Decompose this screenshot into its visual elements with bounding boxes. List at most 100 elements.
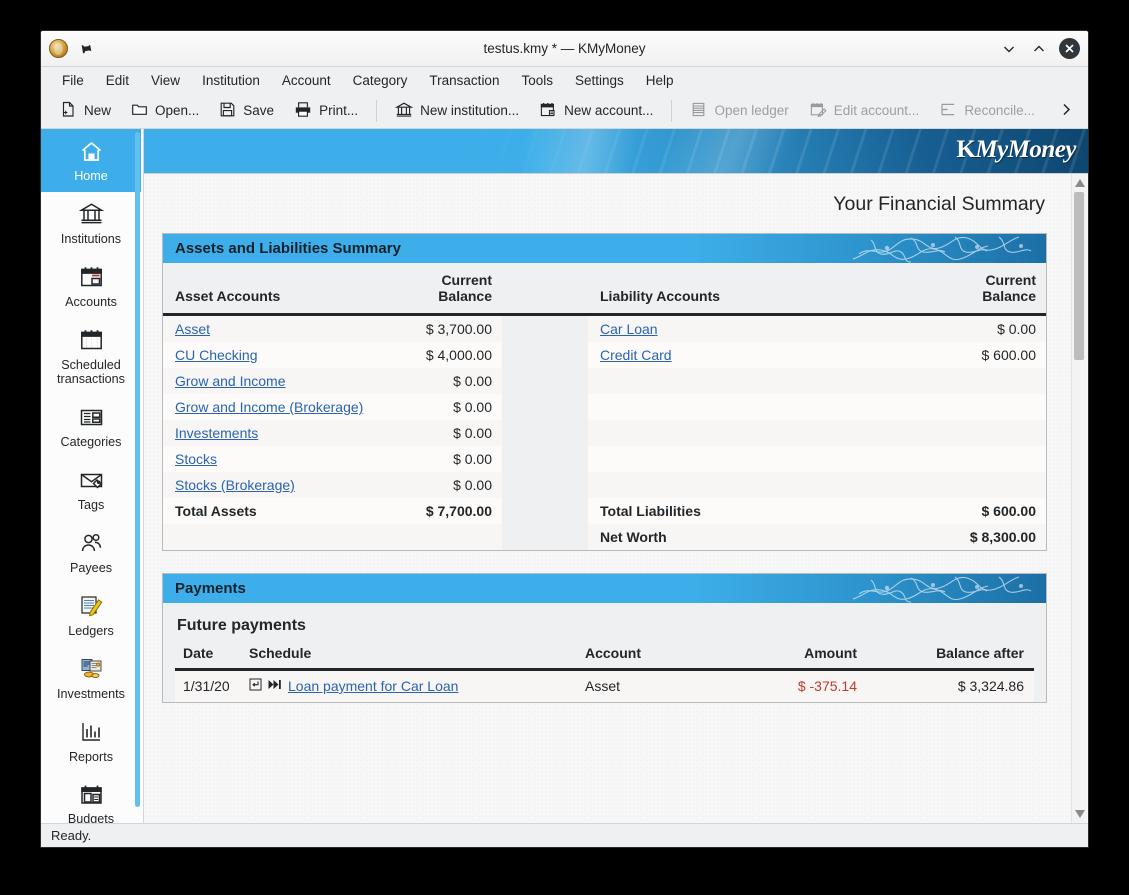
pin-icon[interactable] [77, 41, 93, 57]
account-link[interactable]: Car Loan [600, 321, 658, 337]
sidebar-item-accounts[interactable]: Accounts [41, 255, 141, 318]
account-link[interactable]: CU Checking [175, 347, 258, 363]
sidebar-item-home[interactable]: Home [41, 129, 141, 192]
sidebar-label-accounts: Accounts [65, 294, 117, 309]
menu-file[interactable]: File [62, 72, 84, 88]
col-account: Account [577, 642, 747, 671]
maximize-button[interactable] [1029, 39, 1049, 59]
window-title: testus.kmy * — KMyMoney [483, 41, 646, 56]
sidebar-item-tags[interactable]: Tags [41, 458, 141, 521]
kmymoney-logo: KMyMoney [956, 136, 1076, 164]
toolbar-new-institution-button[interactable]: New institution... [386, 97, 528, 125]
toolbar-new-institution-label: New institution... [420, 103, 520, 118]
toolbar-save-button[interactable]: Save [210, 97, 283, 125]
floppy-save-icon [219, 101, 236, 121]
gap-cell [502, 524, 588, 550]
gap-cell [502, 498, 588, 524]
sidebar-scrollbar[interactable] [135, 132, 140, 807]
account-link[interactable]: Grow and Income [175, 373, 286, 389]
toolbar-overflow-button[interactable] [1051, 102, 1082, 120]
main-toolbar: New Open... Save [41, 93, 1088, 129]
menu-institution[interactable]: Institution [202, 72, 260, 88]
menu-help[interactable]: Help [645, 72, 674, 88]
sidebar-label-investments: Investments [57, 686, 125, 701]
enter-schedule-icon[interactable] [249, 678, 262, 694]
gap-cell [502, 368, 588, 394]
sidebar-item-reports[interactable]: Reports [41, 710, 141, 773]
asset-balance-cell: $ 0.00 [378, 394, 502, 420]
menu-tools[interactable]: Tools [521, 72, 553, 88]
liability-name-cell [588, 368, 813, 394]
ledger-icon [690, 101, 707, 121]
table-row: CU Checking $ 4,000.00 Credit Card $ 600… [163, 342, 1046, 368]
col-current-balance-liabilities: Current Balance [813, 263, 1046, 316]
title-bar: testus.kmy * — KMyMoney [41, 31, 1088, 67]
gap-cell [502, 314, 588, 342]
scroll-down-arrow[interactable] [1072, 807, 1087, 821]
asset-name-cell: Grow and Income [163, 368, 378, 394]
menu-settings[interactable]: Settings [574, 72, 624, 88]
toolbar-print-button[interactable]: Print... [285, 97, 367, 125]
asset-name-cell: Stocks (Brokerage) [163, 472, 378, 498]
gap-cell [502, 446, 588, 472]
printer-icon [294, 101, 312, 121]
menu-account[interactable]: Account [281, 72, 331, 88]
gap-cell [502, 394, 588, 420]
payments-title: Payments [175, 580, 246, 597]
net-worth-value: $ 8,300.00 [813, 524, 1046, 550]
table-row: 1/31/20 [175, 669, 1034, 702]
liability-balance-cell [813, 368, 1046, 394]
account-link[interactable]: Credit Card [600, 347, 672, 363]
skip-forward-icon[interactable] [268, 678, 282, 694]
sidebar-item-ledgers[interactable]: Ledgers [41, 584, 141, 647]
liability-name-cell [588, 420, 813, 446]
net-worth-label: Net Worth [588, 524, 813, 550]
toolbar-reconcile-label: Reconcile... [964, 103, 1035, 118]
toolbar-open-ledger-button: Open ledger [681, 97, 797, 125]
liability-balance-cell [813, 446, 1046, 472]
menu-transaction[interactable]: Transaction [429, 72, 500, 88]
logo-rest: MyMoney [975, 136, 1076, 163]
account-link[interactable]: Investements [175, 425, 259, 441]
sidebar-label-tags: Tags [77, 498, 105, 513]
asset-name-cell: Stocks [163, 446, 378, 472]
menu-view[interactable]: View [151, 72, 181, 88]
future-payments-table: Date Schedule Account Amount Balance aft… [175, 642, 1034, 702]
payment-date-cell: 1/31/20 [175, 669, 241, 702]
toolbar-new-account-button[interactable]: New account... [530, 97, 662, 125]
account-link[interactable]: Stocks (Brokerage) [175, 477, 295, 493]
gap-cell [502, 420, 588, 446]
account-link[interactable]: Stocks [175, 451, 218, 467]
sidebar-item-investments[interactable]: Investments [41, 647, 141, 710]
account-link[interactable]: Asset [175, 321, 211, 337]
payment-amount-cell: $ -375.14 [747, 669, 867, 702]
scrollbar-thumb[interactable] [1074, 192, 1084, 360]
liability-name-cell [588, 446, 813, 472]
col-liability-accounts: Liability Accounts [588, 263, 813, 316]
kmymoney-coin-icon [49, 39, 68, 58]
logo-k: K [956, 136, 976, 163]
calendar-account-icon [539, 101, 557, 121]
asset-balance-cell: $ 0.00 [378, 368, 502, 394]
app-banner: KMyMoney [144, 129, 1088, 174]
scroll-up-arrow[interactable] [1072, 176, 1087, 190]
sidebar-item-payees[interactable]: Payees [41, 521, 141, 584]
sidebar-item-scheduled-transactions[interactable]: Scheduled transactions [41, 318, 141, 396]
sidebar-label-payees: Payees [69, 561, 112, 576]
summary-header-row: Asset Accounts Current Balance Liability… [163, 263, 1046, 316]
bank-icon [394, 101, 414, 121]
menu-category[interactable]: Category [352, 72, 408, 88]
toolbar-open-button[interactable]: Open... [122, 97, 208, 125]
liability-name-cell [588, 472, 813, 498]
sidebar-item-institutions[interactable]: Institutions [41, 192, 141, 255]
content-scrollbar[interactable] [1071, 174, 1086, 823]
close-button[interactable] [1059, 38, 1080, 59]
schedule-link[interactable]: Loan payment for Car Loan [288, 678, 459, 694]
menu-edit[interactable]: Edit [105, 72, 130, 88]
account-link[interactable]: Grow and Income (Brokerage) [175, 399, 364, 415]
total-assets-value: $ 7,700.00 [378, 498, 502, 524]
sidebar-item-budgets[interactable]: Budgets [41, 772, 141, 823]
minimize-button[interactable] [999, 39, 1019, 59]
toolbar-new-button[interactable]: New [51, 97, 120, 125]
sidebar-item-categories[interactable]: Categories [41, 395, 141, 458]
